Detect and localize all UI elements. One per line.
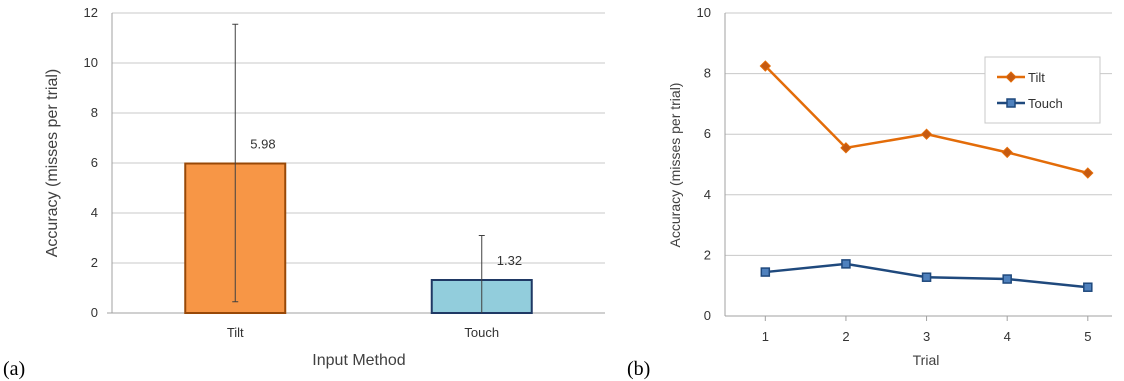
tilt-marker xyxy=(1001,146,1013,159)
legend-entry-label: Touch xyxy=(1028,96,1063,111)
line-chart-y-tick-label: 4 xyxy=(704,187,711,202)
line-chart-x-tick-label: 4 xyxy=(1004,329,1011,344)
line-chart-y-tick-label: 10 xyxy=(697,5,711,20)
bar-chart-y-tick-label: 0 xyxy=(91,305,98,320)
bar-chart-x-tick-label: Touch xyxy=(464,325,499,340)
bar-chart-y-tick-label: 10 xyxy=(84,55,98,70)
touch-marker xyxy=(760,267,771,277)
line-chart-x-axis-title: Trial xyxy=(913,352,940,368)
line-chart-gridlines xyxy=(724,12,1112,321)
line-chart-y-tick-label: 8 xyxy=(704,66,711,81)
tilt-marker xyxy=(840,142,852,154)
bar-chart-x-axis-title: Input Method xyxy=(312,352,405,369)
tilt-marker xyxy=(920,128,933,140)
bar-chart-y-tick-label: 4 xyxy=(91,205,98,220)
line-chart-y-tick-label: 6 xyxy=(704,126,711,141)
bar-chart-x-ticks: Tilt Touch xyxy=(227,325,499,340)
bar-chart-y-axis-title: Accuracy (misses per trial) xyxy=(44,69,61,257)
legend-box xyxy=(984,56,1101,124)
bar-chart-y-tick-label: 6 xyxy=(91,155,98,170)
line-chart-y-tick-label: 0 xyxy=(704,308,711,323)
bar-chart-y-tick-label: 12 xyxy=(84,5,98,20)
line-chart-y-axis-title: Accuracy (misses per trial) xyxy=(667,83,683,248)
bar-chart-x-tick-label: Tilt xyxy=(227,325,244,340)
touch-marker xyxy=(921,272,932,282)
line-chart-y-ticks: 0 2 4 6 8 10 xyxy=(697,5,711,323)
panel-label-b: (b) xyxy=(627,358,650,380)
line-chart-x-tick-label: 2 xyxy=(842,329,849,344)
touch-marker xyxy=(1002,274,1012,284)
bar-chart-panel: 0 2 4 6 8 10 12 5.98 1.32 Tilt Touch Accuracy (m… xyxy=(3,5,605,380)
bar-chart-y-tick-label: 2 xyxy=(91,255,98,270)
tilt-marker xyxy=(1082,167,1094,179)
line-chart-legend: Tilt Touch xyxy=(984,56,1101,124)
bar-chart-error-bars xyxy=(232,23,485,313)
tilt-marker xyxy=(1005,71,1017,83)
line-chart-x-tick-label: 3 xyxy=(923,329,930,344)
panel-label-a: (a) xyxy=(3,358,25,380)
touch-marker xyxy=(1083,282,1093,292)
tilt-marker xyxy=(759,60,772,72)
bar-chart-gridlines xyxy=(107,12,605,314)
bar-value-label: 5.98 xyxy=(250,137,275,152)
line-chart-x-ticks: 1 2 3 4 5 xyxy=(762,329,1092,344)
touch-marker xyxy=(841,259,851,269)
touch-marker xyxy=(1006,98,1016,108)
bar-chart-value-labels: 5.98 1.32 xyxy=(250,137,522,269)
line-chart-y-tick-label: 2 xyxy=(704,247,711,262)
bar-chart-y-tick-label: 8 xyxy=(91,105,98,120)
line-chart-x-tick-label: 1 xyxy=(762,329,769,344)
line-chart-x-tick-label: 5 xyxy=(1084,329,1091,344)
bar-value-label: 1.32 xyxy=(497,253,522,268)
bar-chart-bars xyxy=(184,162,533,314)
bar-chart-y-ticks: 0 2 4 6 8 10 12 xyxy=(84,5,98,320)
line-chart-series xyxy=(759,60,1094,292)
legend-entry-label: Tilt xyxy=(1028,70,1045,85)
